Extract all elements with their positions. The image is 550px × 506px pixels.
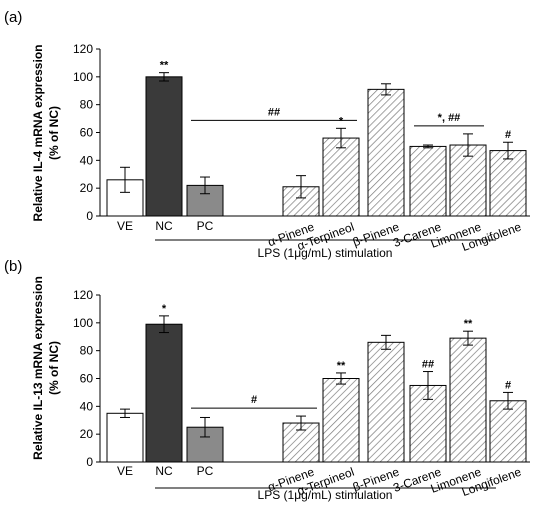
bar (489, 400, 527, 463)
error-bar (381, 83, 391, 96)
bar (145, 76, 183, 217)
bar (145, 323, 183, 463)
error-bar (336, 127, 346, 149)
x-category-label: VE (117, 219, 133, 233)
x-category-label: PC (197, 219, 214, 233)
bar-group (106, 315, 527, 463)
y-tick-label: 0 (86, 455, 93, 469)
y-tick-label: 120 (73, 288, 93, 302)
significance-mark: ** (160, 60, 169, 72)
y-tick-label: 60 (80, 372, 94, 386)
panel-label: (a) (4, 9, 22, 26)
x-category-label: NC (155, 464, 173, 478)
y-tick-label: 80 (80, 344, 94, 358)
error-bar (336, 372, 346, 385)
bracket-label: # (251, 394, 257, 406)
significance-marks: ***### *, ## (160, 60, 511, 142)
significance-marks: *** ##**## (162, 303, 511, 409)
significance-mark: # (505, 379, 511, 391)
y-tick-label: 60 (80, 126, 94, 140)
bar (367, 88, 405, 217)
bar (367, 341, 405, 463)
significance-mark: # (505, 129, 511, 141)
y-axis-label-line2: (% of NC) (47, 106, 61, 160)
error-bar (463, 133, 473, 157)
bar (106, 412, 144, 463)
bar (322, 137, 360, 217)
panel-a: (a) Relative IL-4 mRNA expression (% of … (4, 9, 530, 260)
y-axis-label-line1: Relative IL-4 mRNA expression (31, 45, 45, 222)
bar (449, 337, 487, 463)
error-bar (503, 141, 513, 160)
y-axis-label-line1: Relative IL-13 mRNA expression (31, 276, 45, 460)
bar (449, 144, 487, 217)
bar-group (106, 72, 527, 217)
panel-b: (b) Relative IL-13 mRNA expression (% of… (4, 258, 530, 502)
y-axis-label-line2: (% of NC) (47, 341, 61, 395)
error-bar (296, 175, 306, 199)
error-bar (463, 330, 473, 346)
bar (489, 150, 527, 217)
bracket-label: ## (268, 106, 280, 118)
x-category-label: VE (117, 464, 133, 478)
stimulation-label: LPS (1μg/mL) stimulation (258, 488, 393, 502)
stimulation-label: LPS (1μg/mL) stimulation (258, 246, 393, 260)
significance-mark: * (162, 303, 167, 315)
error-bar (296, 415, 306, 431)
significance-mark: * (339, 115, 344, 127)
panel-label: (b) (4, 258, 22, 275)
y-tick-label: 40 (80, 153, 94, 167)
error-bar (381, 334, 391, 350)
error-bar (503, 391, 513, 410)
error-bar (423, 371, 433, 400)
error-bar (200, 176, 210, 195)
y-tick-label: 120 (73, 42, 93, 56)
bracket-label: *, ## (438, 112, 461, 124)
x-category-label: PC (197, 464, 214, 478)
error-bar (120, 166, 130, 193)
error-bar (159, 72, 169, 82)
error-bar (423, 144, 433, 149)
bar (409, 145, 447, 217)
error-bar (159, 315, 169, 334)
bar (322, 378, 360, 463)
significance-mark: ## (422, 359, 434, 371)
y-tick-label: 40 (80, 399, 94, 413)
x-category-label: NC (155, 219, 173, 233)
y-tick-label: 100 (73, 316, 93, 330)
error-bar (200, 416, 210, 438)
y-tick-label: 80 (80, 98, 94, 112)
y-tick-label: 20 (80, 427, 94, 441)
y-tick-label: 0 (86, 209, 93, 223)
error-bar (120, 408, 130, 418)
y-tick-label: 20 (80, 181, 94, 195)
significance-mark: ** (337, 360, 346, 372)
significance-mark: ** (464, 318, 473, 330)
y-tick-label: 100 (73, 70, 93, 84)
